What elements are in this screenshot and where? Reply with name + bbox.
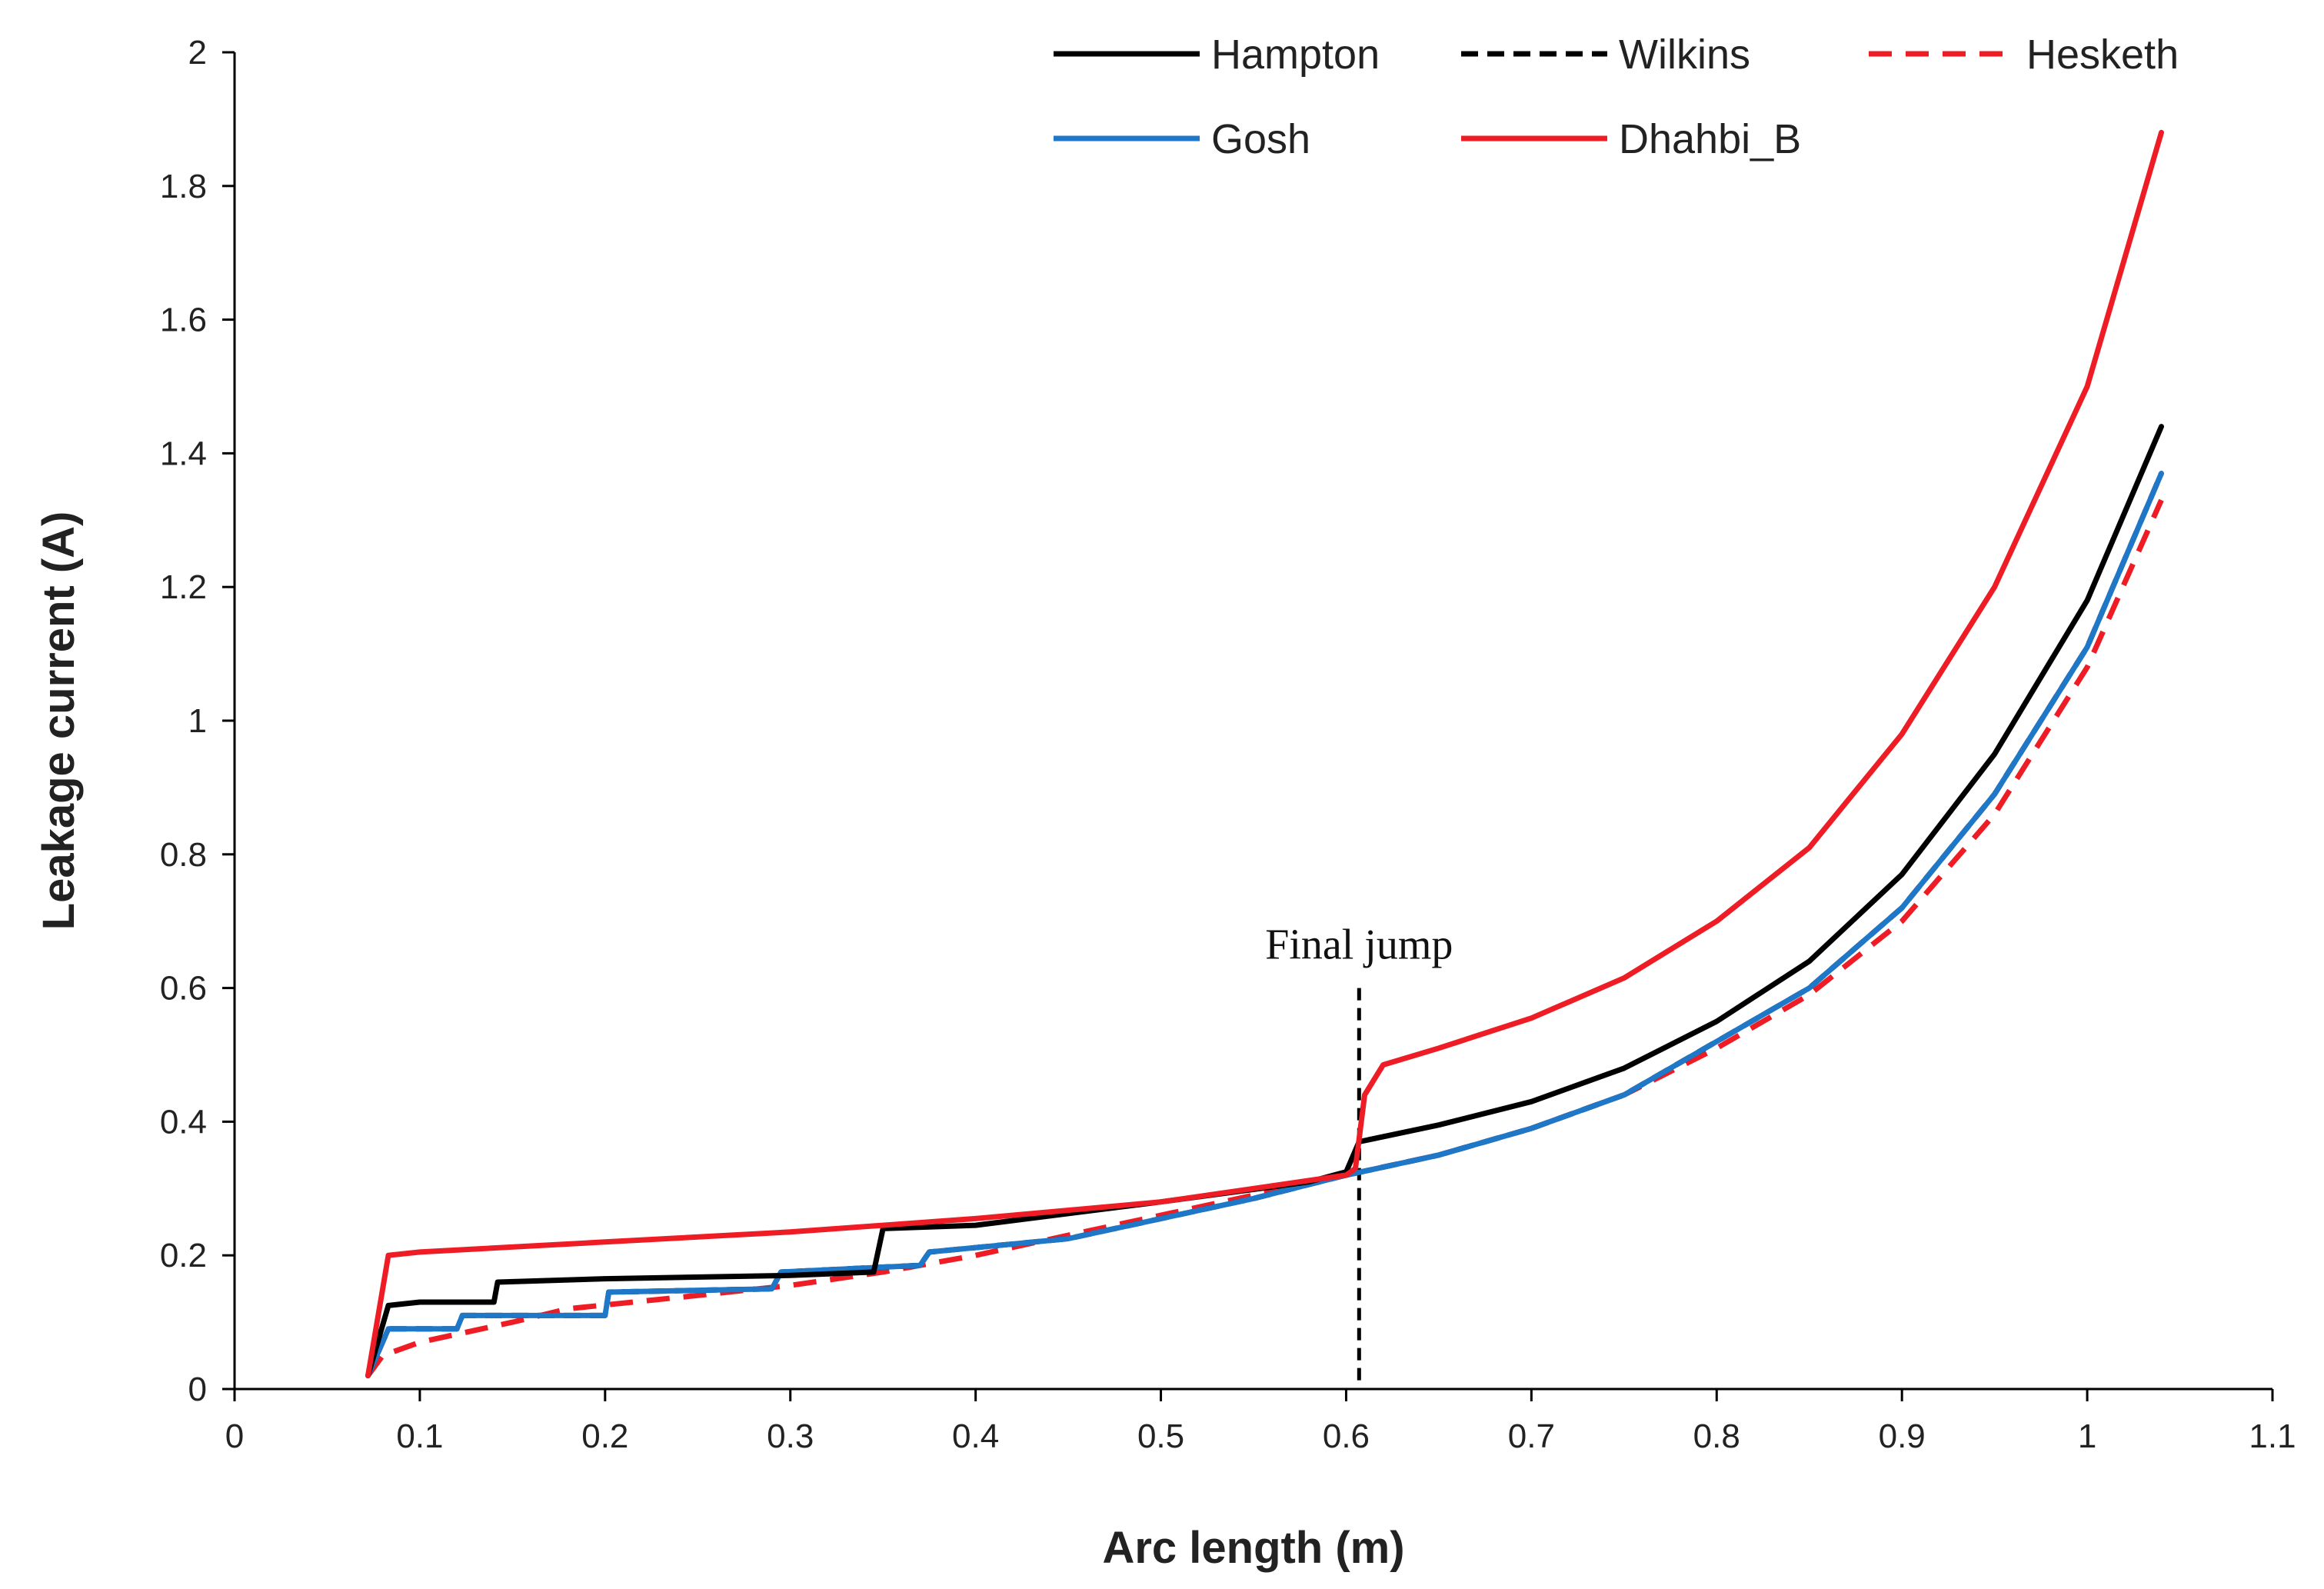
y-tick-label: 1.2 xyxy=(160,568,207,606)
legend-label: Hesketh xyxy=(2026,32,2179,78)
x-axis-title: Arc length (m) xyxy=(1102,1523,1404,1573)
legend-label: Hampton xyxy=(1211,32,1380,78)
y-axis-title: Leakage current (A) xyxy=(34,511,84,931)
series-lines xyxy=(365,129,2164,1379)
y-tick-label: 1 xyxy=(188,702,207,740)
y-tick-label: 0.8 xyxy=(160,836,207,874)
x-tick-label: 0 xyxy=(225,1417,244,1455)
x-tick-label: 0.4 xyxy=(952,1417,999,1455)
y-tick-label: 0.4 xyxy=(160,1103,207,1141)
x-tick-label: 0.2 xyxy=(581,1417,628,1455)
y-tick-label: 1.8 xyxy=(160,168,207,205)
y-tick-label: 2 xyxy=(188,34,207,72)
final-jump-label: Final jump xyxy=(1265,921,1453,969)
x-tick-label: 0.8 xyxy=(1693,1417,1740,1455)
y-tick-label: 0 xyxy=(188,1371,207,1408)
x-tick-label: 0.5 xyxy=(1137,1417,1184,1455)
x-axis-ticks: 0 0.1 0.2 0.3 0.4 0.5 0.6 0.7 0.8 0.9 1 1.1 xyxy=(225,1389,2296,1455)
y-tick-label: 1.6 xyxy=(160,301,207,339)
x-tick-label: 0.7 xyxy=(1508,1417,1555,1455)
final-jump-annotation: Final jump xyxy=(1265,921,1453,1389)
x-tick-label: 1.1 xyxy=(2249,1417,2296,1455)
series-line-hampton xyxy=(365,424,2164,1379)
y-axis-ticks: 0 0.2 0.4 0.6 0.8 1 1.2 1.4 1.6 1.8 2 xyxy=(160,34,235,1408)
x-tick-label: 0.1 xyxy=(396,1417,443,1455)
y-tick-label: 1.4 xyxy=(160,435,207,472)
legend: Hampton Wilkins Hesketh Gosh Dhahbi_B xyxy=(1054,32,2179,162)
x-tick-label: 0.9 xyxy=(1879,1417,1926,1455)
x-tick-label: 0.3 xyxy=(767,1417,814,1455)
series-line-gosh xyxy=(365,471,2164,1379)
series-line-dhahbi-b xyxy=(365,129,2164,1379)
x-tick-label: 1 xyxy=(2078,1417,2096,1455)
y-tick-label: 0.2 xyxy=(160,1237,207,1274)
x-tick-label: 0.6 xyxy=(1323,1417,1370,1455)
legend-label: Wilkins xyxy=(1619,32,1750,78)
legend-label: Gosh xyxy=(1211,116,1310,162)
y-tick-label: 0.6 xyxy=(160,970,207,1008)
legend-label: Dhahbi_B xyxy=(1619,116,1801,162)
